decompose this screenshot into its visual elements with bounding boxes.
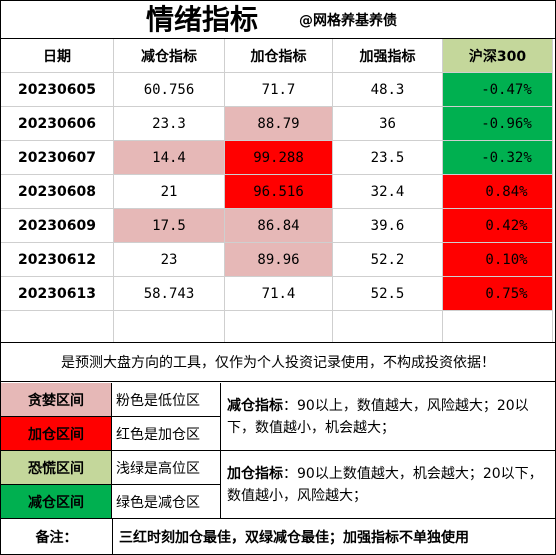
header-cell: 加强指标 — [333, 39, 443, 73]
date-cell: 20230613 — [1, 277, 114, 311]
hs300-cell: 0.42% — [443, 209, 553, 243]
strength-cell: 52.2 — [333, 243, 443, 277]
hs300-cell: 0.84% — [443, 175, 553, 209]
reduce-cell: 58.743 — [114, 277, 225, 311]
author-handle: @网格养基养债 — [299, 13, 397, 29]
legend-desc: 浅绿是高位区 — [112, 451, 220, 485]
add-cell: 96.516 — [225, 175, 333, 209]
hs300-cell: 0.75% — [443, 277, 553, 311]
date-cell: 20230612 — [1, 243, 114, 277]
empty-cell — [333, 311, 443, 343]
disclaimer-row: 是预测大盘方向的工具，仅作为个人投资记录使用，不构成投资依据！ — [1, 342, 555, 382]
legend-desc: 绿色是减仓区 — [112, 485, 220, 519]
add-cell: 71.7 — [225, 73, 333, 107]
note-add-label: 加仓指标 — [227, 465, 283, 482]
hs300-cell: -0.47% — [443, 73, 553, 107]
reduce-cell: 21 — [114, 175, 225, 209]
strength-cell: 52.5 — [333, 277, 443, 311]
legend-zone: 减仓区间 — [1, 485, 112, 519]
date-cell: 20230608 — [1, 175, 114, 209]
remark-text: 三红时刻加仓最佳，双绿减仓最佳；加强指标不单独使用 — [119, 529, 469, 546]
note-add: 加仓指标：90以上数值越大，机会越大；20以下，数值越小，风险越大； — [220, 451, 555, 519]
note-reduce-text: ：90以上，数值越大，风险越大；20以下，数值越小，机会越大； — [227, 397, 529, 436]
date-cell: 20230606 — [1, 107, 114, 141]
add-cell: 71.4 — [225, 277, 333, 311]
reduce-cell: 60.756 — [114, 73, 225, 107]
strength-cell: 36 — [333, 107, 443, 141]
legend-desc: 红色是加仓区 — [112, 417, 220, 451]
page-title: 情绪指标 — [146, 3, 259, 36]
header-cell: 日期 — [1, 39, 114, 73]
note-add-text: ：90以上数值越大，机会越大；20以下，数值越小，风险越大； — [227, 465, 543, 504]
legend-desc: 粉色是低位区 — [112, 383, 220, 417]
empty-cell — [443, 311, 553, 343]
reduce-cell: 14.4 — [114, 141, 225, 175]
legend-zone: 加仓区间 — [1, 417, 112, 451]
date-cell: 20230605 — [1, 73, 114, 107]
header-cell: 沪深300 — [443, 39, 553, 73]
disclaimer-text: 是预测大盘方向的工具，仅作为个人投资记录使用，不构成投资依据！ — [61, 355, 495, 371]
strength-cell: 23.5 — [333, 141, 443, 175]
note-reduce-label: 减仓指标 — [227, 397, 283, 414]
remark-label: 备注： — [1, 519, 113, 554]
reduce-cell: 23 — [114, 243, 225, 277]
reduce-cell: 23.3 — [114, 107, 225, 141]
empty-cell — [225, 311, 333, 343]
empty-cell — [114, 311, 225, 343]
reduce-cell: 17.5 — [114, 209, 225, 243]
hs300-cell: -0.96% — [443, 107, 553, 141]
strength-cell: 39.6 — [333, 209, 443, 243]
date-cell: 20230607 — [1, 141, 114, 175]
legend-zone: 贪婪区间 — [1, 383, 112, 417]
empty-cell — [1, 311, 114, 343]
remark-row: 备注： 三红时刻加仓最佳，双绿减仓最佳；加强指标不单独使用 — [1, 519, 555, 554]
strength-cell: 32.4 — [333, 175, 443, 209]
add-cell: 88.79 — [225, 107, 333, 141]
header-cell: 加仓指标 — [225, 39, 333, 73]
hs300-cell: 0.10% — [443, 243, 553, 277]
title-row: 情绪指标 @网格养基养债 — [1, 1, 555, 39]
date-cell: 20230609 — [1, 209, 114, 243]
hs300-cell: -0.32% — [443, 141, 553, 175]
add-cell: 86.84 — [225, 209, 333, 243]
header-cell: 减仓指标 — [114, 39, 225, 73]
strength-cell: 48.3 — [333, 73, 443, 107]
legend-zone: 恐慌区间 — [1, 451, 112, 485]
add-cell: 99.288 — [225, 141, 333, 175]
add-cell: 89.96 — [225, 243, 333, 277]
note-reduce: 减仓指标：90以上，数值越大，风险越大；20以下，数值越小，机会越大； — [220, 383, 555, 451]
